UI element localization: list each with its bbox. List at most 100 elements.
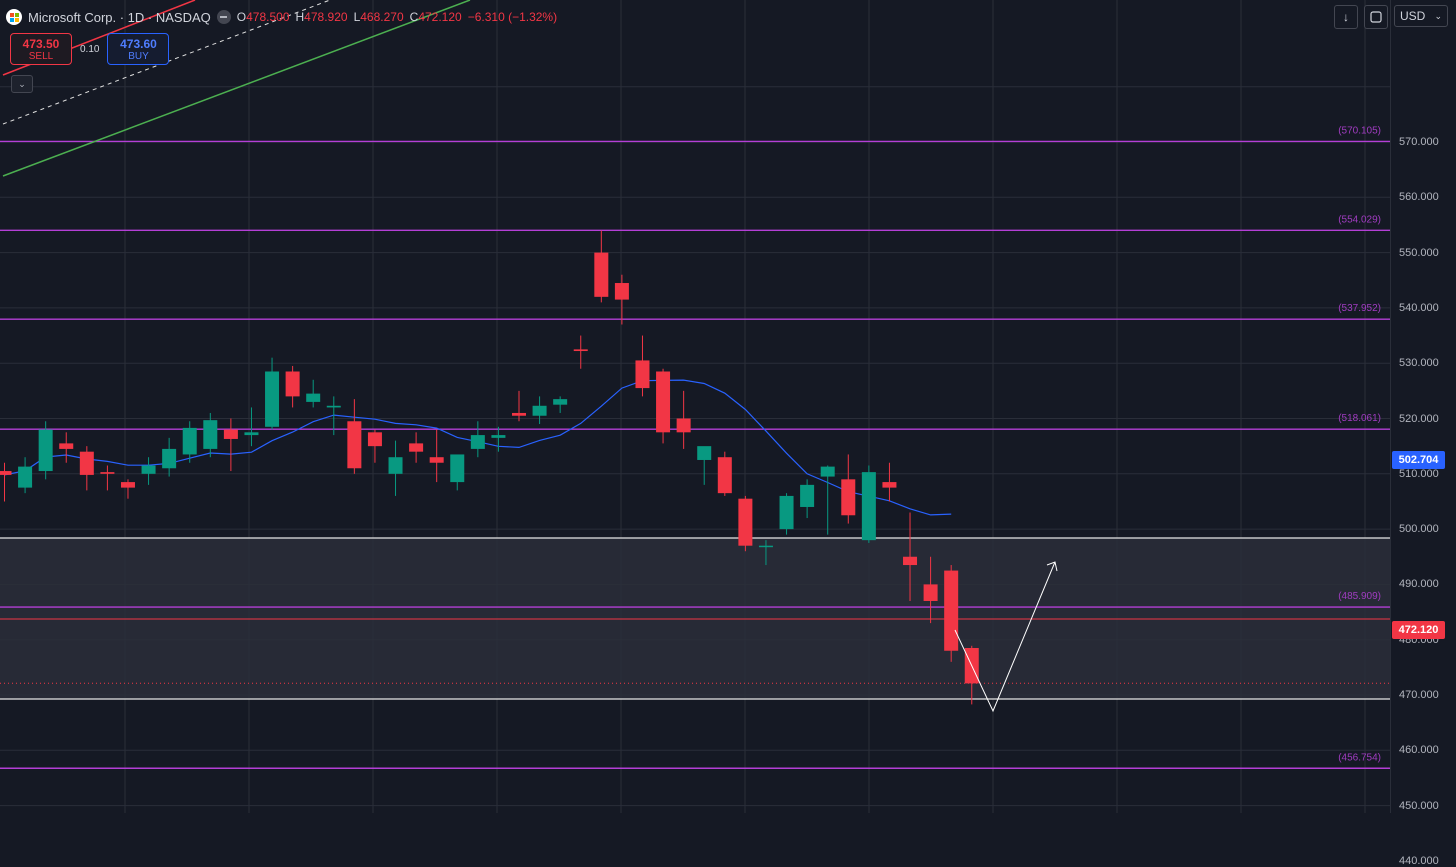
price-tick: 520.000 <box>1399 412 1439 425</box>
candle-body <box>285 371 300 397</box>
fullscreen-icon <box>1370 11 1382 23</box>
download-button[interactable]: ↓ <box>1334 5 1358 29</box>
candle-body <box>779 495 794 530</box>
buy-button[interactable]: 473.60 BUY <box>107 33 170 65</box>
sell-label: SELL <box>28 50 54 62</box>
chart-toolbar: ↓ USD ⌄ <box>1334 5 1448 29</box>
candle <box>923 556 938 624</box>
price-chart[interactable]: (570.105) (554.029) (537.952) (518.061) (485… <box>0 0 1390 862</box>
buy-price: 473.60 <box>120 36 157 51</box>
candle <box>841 454 856 524</box>
candle-body <box>903 556 918 566</box>
candle <box>861 465 876 543</box>
chevron-down-icon: ⌄ <box>1434 10 1442 21</box>
ohlc-value: 468.270 <box>360 10 404 24</box>
price-tick: 500.000 <box>1399 523 1439 536</box>
candle-body <box>326 405 341 408</box>
candle-body <box>223 429 238 439</box>
candle <box>162 437 177 477</box>
currency-select[interactable]: USD ⌄ <box>1394 5 1448 27</box>
candle-body <box>594 252 609 297</box>
candle <box>203 412 218 458</box>
candle <box>38 421 53 480</box>
candle-body <box>717 457 732 494</box>
candle <box>717 451 732 496</box>
candle-body <box>491 435 506 438</box>
candle <box>532 396 547 425</box>
symbol-title[interactable]: Microsoft Corp. · 1D · NASDAQ <box>28 9 211 25</box>
arrow-down-icon: ↓ <box>1343 10 1349 24</box>
price-tick: 460.000 <box>1399 744 1439 757</box>
candle <box>470 421 485 458</box>
candle-body <box>841 479 856 516</box>
candle-body <box>79 451 94 475</box>
candle <box>100 465 115 491</box>
ohlc-key: L <box>353 10 361 24</box>
level-label: (485.909) <box>1338 591 1381 602</box>
candle-body <box>861 472 876 541</box>
candle <box>18 457 33 494</box>
arrow-head-icon <box>1046 561 1058 572</box>
candle-body <box>244 432 259 436</box>
candle-body <box>923 584 938 601</box>
candle-body <box>59 443 74 449</box>
ohlc-key: O <box>236 10 247 24</box>
candle-body <box>0 471 12 475</box>
trend-line-green <box>2 0 471 177</box>
ohlc-values: O478.500 H478.920 L468.270 C472.120 <box>237 10 462 24</box>
candle-body <box>120 482 135 488</box>
candle <box>285 365 300 408</box>
price-axis[interactable]: 570.000 560.000 550.000 540.000 530.000 520.0… <box>1390 0 1456 867</box>
candle-body <box>676 418 691 433</box>
candle-body <box>758 545 773 548</box>
price-tick: 510.000 <box>1399 467 1439 480</box>
market-status-icon[interactable] <box>216 10 231 24</box>
ohlc-value: 478.500 <box>246 10 290 24</box>
trade-panel: 473.50 SELL 0.10 473.60 BUY <box>10 33 170 65</box>
chart-area[interactable]: (570.105) (554.029) (537.952) (518.061) (485… <box>0 0 1390 862</box>
price-tick: 570.000 <box>1399 136 1439 148</box>
candle <box>820 465 835 535</box>
collapse-legend-button[interactable]: ⌄ <box>11 75 33 93</box>
candle-body <box>738 498 753 546</box>
fullscreen-button[interactable] <box>1364 5 1388 29</box>
price-change: −6.310 (−1.32%) <box>467 10 558 24</box>
candle <box>182 421 197 463</box>
candle-body <box>306 393 321 402</box>
projection-arrow <box>954 561 1058 713</box>
candle <box>903 512 918 601</box>
projection-path <box>954 561 1056 713</box>
candle <box>676 390 691 449</box>
candle-body <box>429 457 444 463</box>
candle <box>0 462 12 502</box>
level-label: (537.952) <box>1338 303 1381 314</box>
price-tick: 470.000 <box>1399 689 1439 701</box>
candle <box>635 335 650 397</box>
symbol-header: Microsoft Corp. · 1D · NASDAQ O478.500 H… <box>6 7 557 27</box>
candle <box>388 440 403 496</box>
candle <box>944 565 959 662</box>
candle-body <box>697 446 712 460</box>
candle <box>59 432 74 463</box>
candle-body <box>635 360 650 389</box>
candle <box>306 379 321 408</box>
sell-button[interactable]: 473.50 SELL <box>10 33 72 65</box>
candle <box>265 357 280 430</box>
candle-body <box>614 283 629 300</box>
candle <box>656 368 671 444</box>
candle <box>573 335 588 369</box>
ohlc-value: 478.920 <box>304 10 348 24</box>
sell-price: 473.50 <box>22 36 60 51</box>
candle-body <box>162 448 177 469</box>
candle <box>553 396 568 413</box>
candle-body <box>532 405 547 416</box>
candle-body <box>367 432 382 447</box>
candle <box>738 495 753 552</box>
level-label: (570.105) <box>1338 125 1381 136</box>
candle <box>491 426 506 452</box>
candle <box>141 457 156 485</box>
level-label: (554.029) <box>1338 214 1381 225</box>
candle <box>244 407 259 447</box>
candle-body <box>470 435 485 449</box>
candle <box>326 396 341 436</box>
